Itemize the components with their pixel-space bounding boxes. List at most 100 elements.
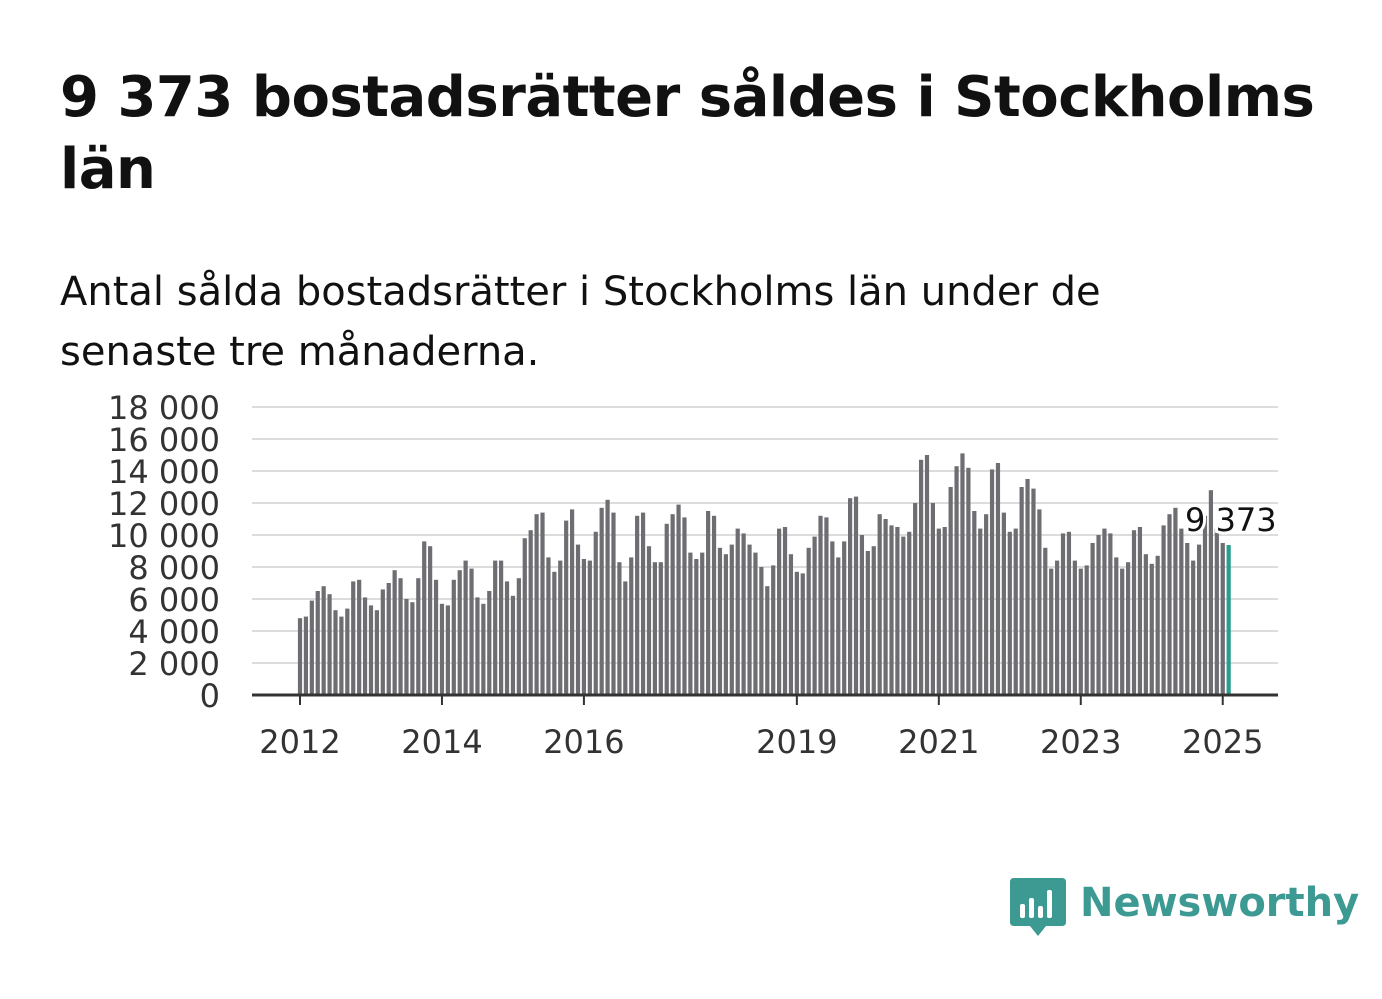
bar (830, 541, 835, 695)
bar (469, 568, 474, 695)
bar (777, 528, 782, 695)
chart-title: 9 373 bostadsrätter såldes i Stockholms … (60, 65, 1315, 202)
bar (617, 562, 622, 695)
bar (439, 603, 445, 695)
newsworthy-logo-icon (1010, 878, 1066, 936)
x-tick-label: 2014 (401, 723, 482, 761)
x-tick-label: 2016 (543, 723, 624, 761)
bar (1214, 528, 1219, 695)
bar (735, 528, 740, 695)
y-tick-label: 12 000 (108, 485, 220, 523)
bar (658, 562, 663, 695)
bar (824, 517, 829, 695)
bar (1078, 568, 1083, 695)
bar (309, 600, 314, 695)
x-tick-label: 2023 (1040, 723, 1121, 761)
bar (782, 527, 788, 695)
bar (1066, 531, 1072, 695)
bar (1220, 543, 1225, 695)
bar (765, 586, 770, 695)
bar (410, 602, 415, 695)
bar (800, 573, 805, 695)
bar (984, 514, 989, 695)
bar (475, 597, 480, 695)
bar (1161, 525, 1166, 695)
bar (1137, 527, 1143, 695)
bar (546, 557, 551, 695)
bar (806, 547, 811, 695)
bar (1155, 555, 1160, 695)
bar (960, 453, 965, 695)
bar (706, 511, 711, 695)
bar (966, 467, 971, 695)
bar (717, 547, 723, 695)
x-axis-labels: 2012 2014 2016 2019 2021 2023 2025 (259, 723, 1263, 761)
bar (818, 515, 823, 695)
x-axis-ticks (299, 695, 1224, 705)
bar (404, 599, 409, 695)
bar (1202, 515, 1208, 695)
bar (1114, 557, 1119, 695)
bar (1072, 560, 1077, 695)
bar (1060, 533, 1066, 695)
bar (422, 541, 427, 695)
bar (457, 570, 462, 695)
bar (1019, 487, 1024, 695)
bar (1208, 490, 1214, 695)
bar (534, 514, 539, 695)
bar (575, 544, 581, 695)
bar-highlighted (1226, 545, 1231, 695)
bar (345, 608, 350, 695)
bar (540, 512, 545, 695)
last-value-label: 9 373 (1185, 501, 1277, 539)
bar (1185, 543, 1190, 695)
bar (1055, 560, 1060, 695)
bar (1084, 565, 1089, 695)
bar (640, 512, 646, 695)
bar (416, 578, 421, 695)
bar (652, 562, 657, 695)
bar (493, 560, 498, 695)
bar (889, 525, 894, 695)
bar (333, 610, 338, 695)
bar (605, 499, 610, 695)
bar (942, 527, 947, 695)
bar (504, 581, 510, 695)
bar (700, 552, 705, 695)
bar (499, 560, 504, 695)
bar (552, 571, 557, 695)
bar (918, 459, 924, 695)
bar (362, 597, 368, 695)
bar (1131, 530, 1137, 695)
bar (913, 503, 918, 695)
bar (1049, 568, 1054, 695)
bar (883, 519, 888, 695)
y-tick-label: 10 000 (108, 517, 220, 555)
bar (1143, 554, 1148, 695)
bar (1173, 507, 1178, 695)
bar (924, 455, 930, 695)
bar (1167, 514, 1172, 695)
bar (386, 583, 391, 695)
bar (948, 487, 953, 695)
bar (1031, 488, 1036, 695)
bar (581, 559, 587, 695)
y-tick-label: 8 000 (128, 549, 220, 587)
bar (1191, 560, 1196, 695)
bar (1096, 535, 1101, 695)
bar (451, 579, 456, 695)
newsworthy-logo: Newsworthy (1010, 878, 1359, 942)
bar (1126, 562, 1131, 695)
bar (351, 581, 356, 695)
bar (1120, 568, 1125, 695)
chart-subtitle: Antal sålda bostadsrätter i Stockholms l… (60, 269, 1101, 375)
bar (357, 579, 362, 695)
bar (788, 554, 794, 695)
bar (528, 530, 533, 695)
bar (516, 578, 521, 695)
bar (433, 579, 439, 695)
bar (398, 578, 403, 695)
bar (1001, 512, 1006, 695)
bar (989, 469, 995, 695)
